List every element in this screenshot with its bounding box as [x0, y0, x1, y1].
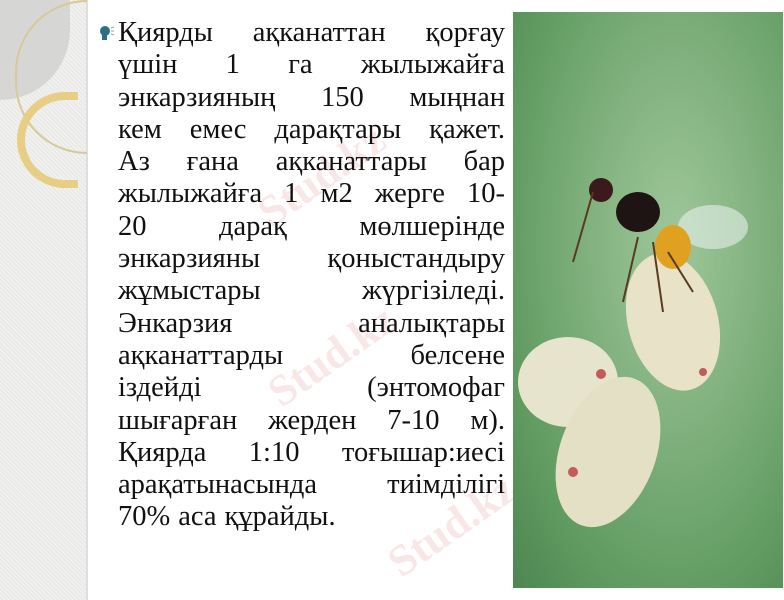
- word: ақканаттары: [275, 146, 427, 178]
- word: 1: [225, 49, 240, 81]
- word: тоғышар:иесі: [341, 436, 505, 468]
- decorative-ring: [17, 92, 78, 188]
- word: белсене: [410, 339, 505, 371]
- word: 7-10: [387, 404, 440, 436]
- word: м2: [320, 178, 353, 210]
- word: арақатынасында: [118, 469, 318, 501]
- word: (энтомофаг: [367, 372, 505, 404]
- word: аналықтары: [358, 307, 505, 339]
- text-line: шығарған жерден 7-10 м).: [118, 405, 505, 437]
- text-line: ақканаттарды белсене: [118, 340, 505, 372]
- word: кем: [118, 113, 162, 145]
- word: мыңнан: [409, 81, 505, 113]
- insect-illustration: [518, 178, 748, 528]
- text-line: іздейді (энтомофаг: [118, 372, 505, 404]
- word: аса: [178, 501, 217, 533]
- word: м).: [470, 404, 505, 436]
- text-line: үшін 1 га жылыжайға: [118, 49, 505, 81]
- text-line: энкарзияны қоныстандыру: [118, 243, 505, 275]
- word: Қиярда: [118, 436, 207, 468]
- word: ақканаттарды: [118, 339, 284, 371]
- word: дарақ: [218, 210, 287, 242]
- word: 70%: [118, 501, 171, 533]
- word: жылыжайға: [118, 178, 263, 210]
- text-line: Қиярды ақканаттан қорғау: [118, 17, 505, 49]
- word: қажет.: [429, 113, 505, 145]
- text-line: Қиярда 1:10 тоғышар:иесі: [118, 437, 505, 469]
- word: іздейді: [118, 372, 202, 404]
- text-line: жұмыстары жүргізіледі.: [118, 275, 505, 307]
- word: энкарзияны: [118, 243, 261, 275]
- text-line: энкарзияның 150 мыңнан: [118, 82, 505, 114]
- word: қоныстандыру: [327, 243, 505, 275]
- word: 10-: [466, 178, 505, 210]
- text-line: кем емес дарақтары қажет.: [118, 114, 505, 146]
- text-line: Энкарзия аналықтары: [118, 308, 505, 340]
- word: 150: [321, 81, 364, 113]
- word: жерге: [374, 178, 445, 210]
- word: энкарзияның: [118, 81, 276, 113]
- word: ақканаттан: [252, 17, 386, 48]
- decorative-side-panel: [0, 0, 88, 600]
- text-line: 20 дарақ мөлшерінде: [118, 211, 505, 243]
- text-line: 70% аса құрайды.: [118, 501, 505, 533]
- word: ғана: [186, 146, 239, 178]
- text-line: арақатынасында тиімділігі: [118, 469, 505, 501]
- word: бар: [463, 146, 505, 178]
- slide-body-text: Қиярды ақканаттан қорғау үшін 1 га жылыжайға эн…: [118, 17, 505, 534]
- word: жылыжайға: [360, 49, 505, 81]
- word: жұмыстары: [118, 275, 261, 307]
- word: қорғау: [425, 17, 505, 48]
- word: шығарған: [118, 404, 238, 436]
- word: га: [288, 49, 313, 81]
- word: Энкарзия: [118, 307, 233, 339]
- word: дарақтары: [274, 113, 402, 145]
- word: жүргізіледі.: [361, 275, 505, 307]
- word: Қиярды: [118, 17, 213, 48]
- word: мөлшерінде: [359, 210, 505, 242]
- word: 1: [284, 178, 299, 210]
- text-line: Аз ғана ақканаттары бар: [118, 146, 505, 178]
- word: тиімділігі: [387, 469, 505, 501]
- speaker-bullet-icon: [100, 26, 115, 40]
- word: 20: [118, 210, 147, 242]
- word: жерден: [268, 404, 357, 436]
- word: үшін: [118, 49, 178, 81]
- word: Аз: [118, 146, 150, 178]
- word: 1:10: [248, 436, 300, 468]
- word: құрайды.: [224, 501, 336, 533]
- text-line: жылыжайға 1 м2 жерге 10-: [118, 178, 505, 210]
- encarsia-photo: [513, 12, 783, 588]
- word: емес: [189, 113, 247, 145]
